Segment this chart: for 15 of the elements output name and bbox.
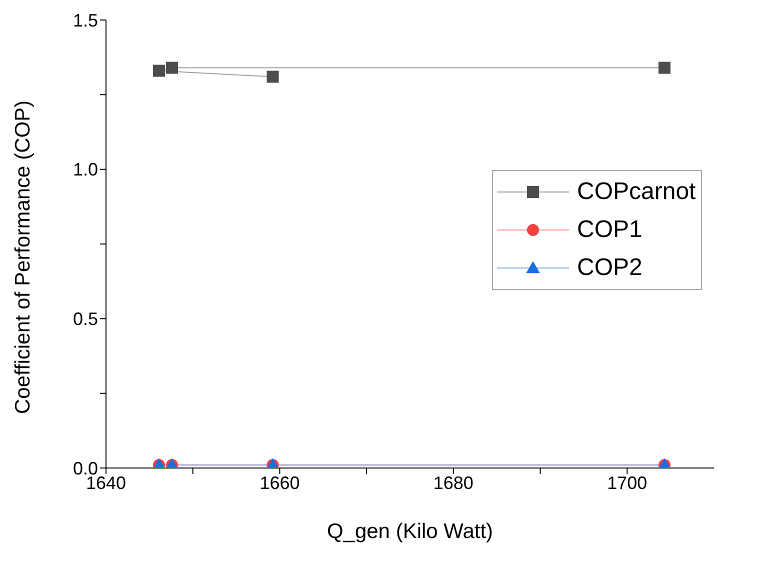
x-tick-label: 1700 — [607, 472, 648, 493]
x-tick-label: 1680 — [433, 472, 474, 493]
legend-label: COP2 — [577, 254, 642, 282]
point — [266, 70, 279, 83]
x-tick-label: 1660 — [260, 472, 300, 493]
y-tick-label: 0.5 — [72, 309, 98, 330]
point — [658, 62, 670, 74]
point — [152, 64, 165, 77]
y-tick-label: 1.0 — [72, 160, 98, 180]
legend-label: COPcarnot — [577, 178, 696, 206]
x-axis-title: Q_gen (Kilo Watt) — [326, 520, 494, 543]
point — [166, 62, 178, 74]
y-axis-title: Coefficient of Performance (COP) — [11, 100, 34, 414]
legend-label: COP1 — [577, 216, 642, 244]
y-tick-label: 1.5 — [72, 10, 98, 30]
